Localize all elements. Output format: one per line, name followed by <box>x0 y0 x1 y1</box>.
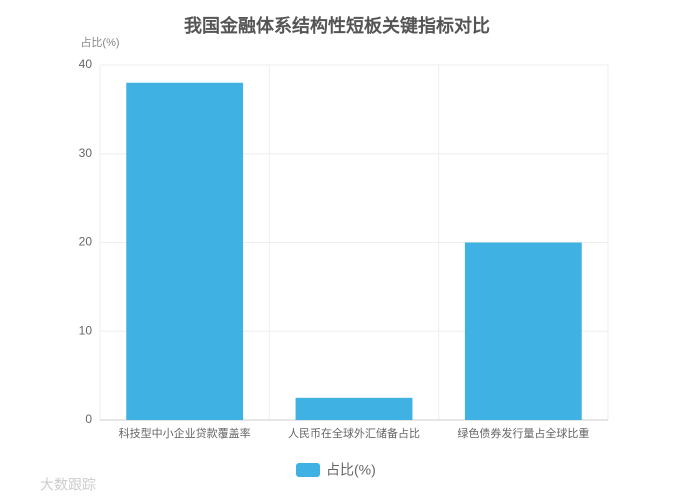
bar <box>295 397 413 420</box>
y-tick-label: 0 <box>85 412 92 426</box>
bar <box>464 242 582 420</box>
chart-title: 我国金融体系结构性短板关键指标对比 <box>184 15 490 36</box>
x-tick-label: 科技型中小企业贷款覆盖率 <box>119 426 251 440</box>
x-tick-label: 绿色债券发行量占全球比重 <box>457 426 589 440</box>
y-tick-label: 30 <box>79 146 93 160</box>
y-tick-label: 40 <box>79 57 93 71</box>
legend-label: 占比(%) <box>326 462 376 478</box>
y-axis-label: 占比(%) <box>80 35 119 49</box>
x-tick-label: 人民币在全球外汇储备占比 <box>288 426 420 440</box>
y-tick-label: 10 <box>79 323 93 337</box>
watermark: 大数跟踪 <box>40 477 96 493</box>
legend-swatch <box>296 463 320 477</box>
y-tick-label: 20 <box>79 235 93 249</box>
bar <box>126 82 244 420</box>
